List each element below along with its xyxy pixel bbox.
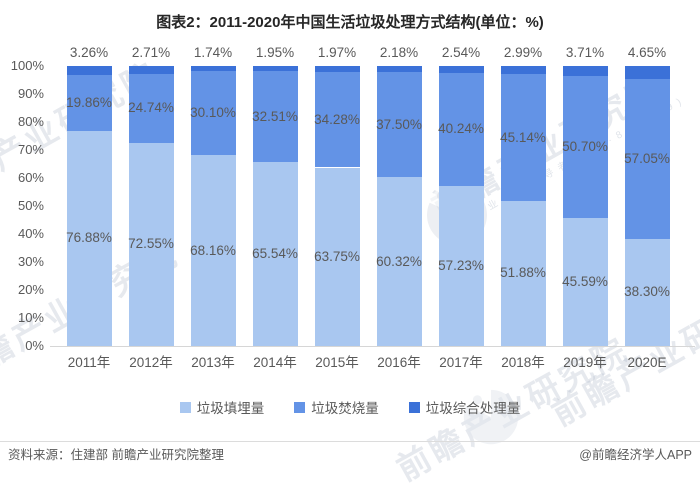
bar-segment: [376, 72, 422, 178]
legend: 垃圾填埋量 垃圾焚烧量 垃圾综合处理量: [0, 397, 700, 417]
data-label: 40.24%: [438, 121, 484, 137]
bar-segment: [562, 218, 608, 346]
bar-segment: [562, 76, 608, 219]
chart-title: 图表2：2011-2020年中国生活垃圾处理方式结构(单位：%): [156, 14, 544, 31]
footer: 资料来源：住建部 前瞻产业研究院整理 @前瞻经济学人APP: [0, 447, 700, 463]
data-label: 2.71%: [131, 45, 171, 60]
bar-segment: [314, 167, 360, 346]
x-axis-label: 2014年: [253, 355, 297, 370]
data-label: 1.95%: [255, 45, 295, 60]
legend-label: 垃圾焚烧量: [311, 401, 379, 416]
y-axis-label: 60%: [17, 170, 44, 185]
bar-segment: [252, 66, 298, 72]
data-label: 72.55%: [128, 236, 174, 252]
x-axis-label: 2012年: [129, 355, 173, 370]
legend-swatch: [179, 401, 191, 413]
bar-segment: [190, 70, 236, 156]
bar-segment: [500, 65, 546, 75]
bar-segment: [438, 65, 484, 74]
y-axis-label: 40%: [17, 226, 44, 241]
y-axis-label: 10%: [17, 310, 44, 325]
x-axis-label: 2015年: [315, 355, 359, 370]
legend-item: 垃圾综合处理量: [408, 397, 521, 417]
data-label: 3.71%: [565, 45, 605, 60]
bar-segment: [66, 75, 112, 131]
y-axis-label: 20%: [17, 282, 44, 297]
y-axis-label: 100%: [10, 58, 44, 73]
data-label: 24.74%: [128, 100, 174, 116]
y-axis-label: 90%: [17, 86, 44, 101]
legend-item: 垃圾焚烧量: [294, 397, 379, 417]
data-label: 32.51%: [252, 108, 298, 124]
bar-segment: [128, 142, 174, 346]
data-label: 1.74%: [193, 45, 233, 60]
data-label: 60.32%: [376, 253, 422, 269]
y-axis-label: 80%: [17, 114, 44, 129]
x-axis-label: 2019年: [563, 355, 607, 370]
bar-segment: [624, 238, 670, 346]
data-label: 2.18%: [379, 45, 419, 60]
y-axis-label: 0%: [25, 338, 44, 353]
legend-item: 垃圾填埋量: [179, 397, 265, 417]
data-label: 63.75%: [314, 248, 360, 264]
x-axis-label: 2016年: [377, 355, 421, 370]
data-label: 51.88%: [500, 265, 546, 281]
bar-segment: [128, 73, 174, 143]
bar-segment: [562, 66, 608, 77]
y-axis-label: 70%: [17, 142, 44, 157]
data-label: 45.14%: [500, 129, 546, 145]
data-label: 38.30%: [624, 284, 670, 300]
bar-segment: [314, 66, 360, 72]
legend-label: 垃圾综合处理量: [425, 401, 521, 416]
bar-segment: [66, 66, 112, 76]
data-label: 34.28%: [314, 111, 360, 127]
legend-label: 垃圾填埋量: [196, 401, 265, 416]
data-label: 37.50%: [376, 116, 422, 132]
bar-segment: [438, 73, 484, 186]
bar-segment: [190, 66, 236, 71]
data-label: 3.26%: [69, 45, 109, 60]
bar-segment: [624, 79, 670, 239]
data-label: 76.88%: [66, 230, 112, 246]
bar-segment: [500, 200, 546, 346]
source-text: 资料来源：住建部 前瞻产业研究院整理: [8, 448, 224, 462]
bar-segment: [376, 66, 422, 73]
chart-panel: 前瞻产业研究院 前瞻产业研究院 中国产业咨询领导者(股票·839599) 前瞻产…: [0, 14, 700, 488]
plot-area: 0% 10% 20% 30% 40% 50% 60% 70% 80% 90% 100% 76.88% 1…: [10, 45, 695, 370]
data-label: 30.10%: [190, 105, 236, 120]
x-axis-label: 2020E: [627, 355, 667, 370]
legend-swatch: [294, 401, 306, 413]
data-label: 2.99%: [503, 45, 543, 60]
x-axis-line: [50, 346, 695, 347]
data-label: 68.16%: [190, 242, 236, 258]
footer-divider: [0, 441, 700, 442]
bar-segment: [252, 71, 298, 163]
data-label: 4.65%: [627, 45, 667, 60]
x-axis-label: 2017年: [439, 355, 483, 370]
data-label: 1.97%: [317, 45, 357, 60]
bar-segment: [190, 155, 236, 346]
data-label: 45.59%: [562, 274, 608, 290]
x-axis-label: 2013年: [191, 355, 235, 370]
y-axis-label: 50%: [17, 198, 44, 213]
bar-segment: [314, 71, 360, 168]
bar-segment: [252, 162, 298, 346]
bar-segment: [128, 66, 174, 74]
data-label: 57.23%: [438, 257, 484, 273]
bar-segment: [500, 74, 546, 201]
legend-swatch: [408, 401, 420, 413]
data-label: 2.54%: [441, 45, 481, 60]
bar-segment: [624, 66, 670, 80]
bar-segment: [66, 130, 112, 346]
bar-segment: [376, 177, 422, 346]
y-axis-label: 30%: [17, 254, 44, 269]
data-label: 50.70%: [562, 139, 608, 155]
credit-text: @前瞻经济学人APP: [579, 448, 692, 462]
x-axis-label: 2011年: [67, 355, 111, 370]
data-label: 19.86%: [66, 94, 112, 110]
data-label: 65.54%: [252, 246, 298, 262]
x-axis-label: 2018年: [501, 355, 545, 370]
data-label: 57.05%: [624, 150, 670, 166]
